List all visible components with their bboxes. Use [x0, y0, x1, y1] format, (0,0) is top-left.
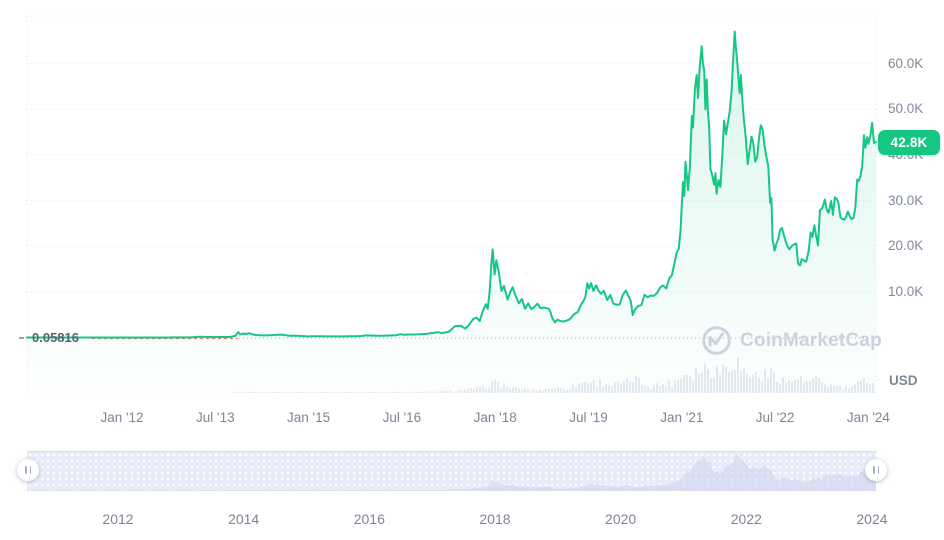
y-axis-tick-label: 60.0K	[888, 55, 924, 71]
x-axis-tick-label: Jan '12	[100, 410, 144, 425]
price-area-fill	[26, 31, 876, 393]
x-axis-tick-label: Jul '22	[755, 410, 795, 425]
drag-grip-icon	[25, 466, 27, 474]
x-axis-tick-label: Jan '15	[287, 410, 331, 425]
navigator-year-label: 2024	[856, 511, 888, 527]
x-axis-tick-label: Jan '24	[846, 410, 890, 425]
watermark: CoinMarketCap	[700, 324, 882, 357]
navigator-year-label: 2020	[605, 511, 637, 527]
y-axis-tick-label: 30.0K	[888, 192, 924, 208]
x-axis-tick-label: Jul '13	[195, 410, 235, 425]
currency-unit-label: USD	[889, 373, 918, 388]
navigator-year-label: 2012	[102, 511, 134, 527]
y-axis-tick-label: 50.0K	[888, 101, 924, 117]
coinmarketcap-logo-icon	[702, 326, 731, 355]
x-axis-tick-label: Jul '19	[569, 410, 608, 425]
y-axis-tick-label: 10.0K	[888, 283, 924, 299]
drag-grip-icon	[29, 466, 31, 474]
navigator-year-label: 2018	[479, 511, 511, 527]
navigator-right-handle[interactable]	[865, 459, 887, 481]
drag-grip-icon	[877, 466, 879, 474]
watermark-text: CoinMarketCap	[740, 329, 882, 351]
current-price-badge: 42.8K	[878, 130, 940, 155]
x-axis-tick-label: Jan '18	[473, 410, 517, 425]
x-axis-tick-label: Jan '21	[660, 410, 704, 425]
navigator-mini-chart	[27, 454, 876, 491]
drag-grip-icon	[873, 466, 875, 474]
navigator-year-label: 2022	[730, 511, 762, 527]
y-axis-tick-label: 20.0K	[888, 238, 924, 254]
navigator-left-handle[interactable]	[17, 459, 39, 481]
y-axis-tick-mark	[19, 337, 24, 339]
navigator-year-label: 2016	[353, 511, 385, 527]
navigator-year-label: 2014	[228, 511, 260, 527]
price-line	[25, 30, 877, 339]
start-price-label: 0.05816	[32, 330, 79, 345]
x-axis-tick-label: Jul '16	[382, 410, 422, 425]
